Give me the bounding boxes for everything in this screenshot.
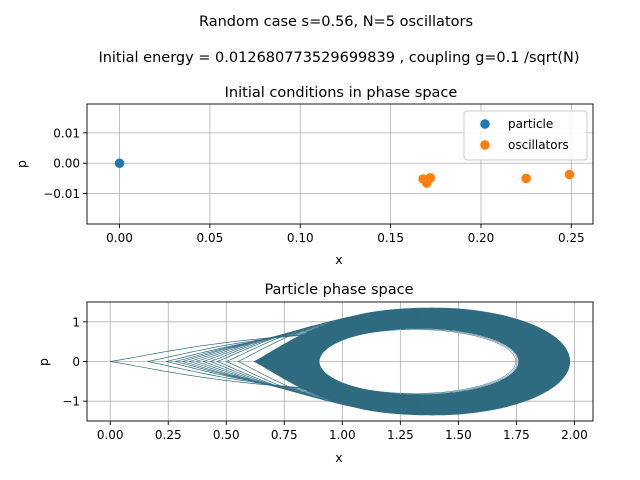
y-tick-label: 0.01 (53, 126, 80, 140)
legend-particle-label: particle (508, 117, 553, 131)
top-chart-title: Initial conditions in phase space (225, 85, 458, 101)
trajectory-loop (196, 319, 433, 404)
bottom-xlabel: x (335, 450, 342, 465)
trajectory-loop (237, 309, 433, 414)
trajectory-inner-contour (315, 328, 518, 395)
x-tick-label: 0.20 (468, 231, 495, 245)
x-tick-label: 0.10 (287, 231, 314, 245)
legend-frame (463, 110, 588, 161)
x-tick-label: 2.00 (561, 428, 588, 442)
x-tick-label: 0.00 (106, 231, 133, 245)
top-xlabel: x (335, 252, 342, 267)
y-tick-label: 0.00 (53, 157, 80, 171)
bottom-chart-title: Particle phase space (264, 282, 413, 298)
particle-point (114, 158, 125, 169)
legend-particle-marker (480, 119, 490, 129)
top-ticks: 0.00 0.05 0.10 0.15 0.20 0.25 −0.01 0.00 0.01 (43, 126, 584, 245)
y-tick-label: 1 (72, 315, 80, 329)
particle-phase-space-axes: Particle phase space 0.00 0.25 0.50 0.75 1.0… (36, 282, 594, 465)
x-tick-label: 0.25 (155, 428, 182, 442)
figure-suptitle: Random case s=0.56, N=5 oscillators (199, 14, 473, 30)
x-tick-label: 1.00 (329, 428, 356, 442)
x-tick-label: 0.15 (377, 231, 404, 245)
oscillators-point (425, 173, 436, 183)
bottom-ticks: 0.00 0.25 0.50 0.75 1.00 1.25 1.50 1.75 2.00 −1 0 1 (62, 315, 587, 442)
y-tick-label: 0 (72, 355, 80, 369)
y-tick-label: −0.01 (43, 187, 80, 201)
trajectory-loop (189, 321, 433, 402)
initial-conditions-axes: Initial conditions in phase space 0.00 0.… (14, 85, 594, 267)
top-ylabel: p (14, 160, 29, 168)
x-tick-label: 1.25 (387, 428, 414, 442)
bottom-plot-area (87, 302, 593, 421)
bottom-grid-visible (319, 328, 519, 395)
x-tick-label: 1.75 (503, 428, 530, 442)
x-tick-label: 1.50 (445, 428, 472, 442)
x-tick-label: 0.75 (271, 428, 298, 442)
y-tick-label: −1 (62, 395, 80, 409)
bottom-ylabel: p (36, 358, 51, 366)
oscillators-point (521, 173, 531, 184)
oscillators-point (564, 169, 575, 180)
legend-oscillators-marker (480, 140, 490, 150)
top-axes-frame (86, 103, 594, 225)
trajectory-inner-contour (312, 329, 516, 394)
x-tick-label: 0.25 (558, 231, 585, 245)
top-legend: particle oscillators (463, 110, 588, 161)
top-plot-area (114, 158, 575, 188)
x-tick-label: 0.50 (213, 428, 240, 442)
legend-oscillators-label: oscillators (508, 138, 569, 152)
figure-subtitle: Initial energy = 0.012680773529699839 , … (98, 50, 579, 66)
x-tick-label: 0.05 (197, 231, 224, 245)
x-tick-label: 0.00 (97, 428, 124, 442)
